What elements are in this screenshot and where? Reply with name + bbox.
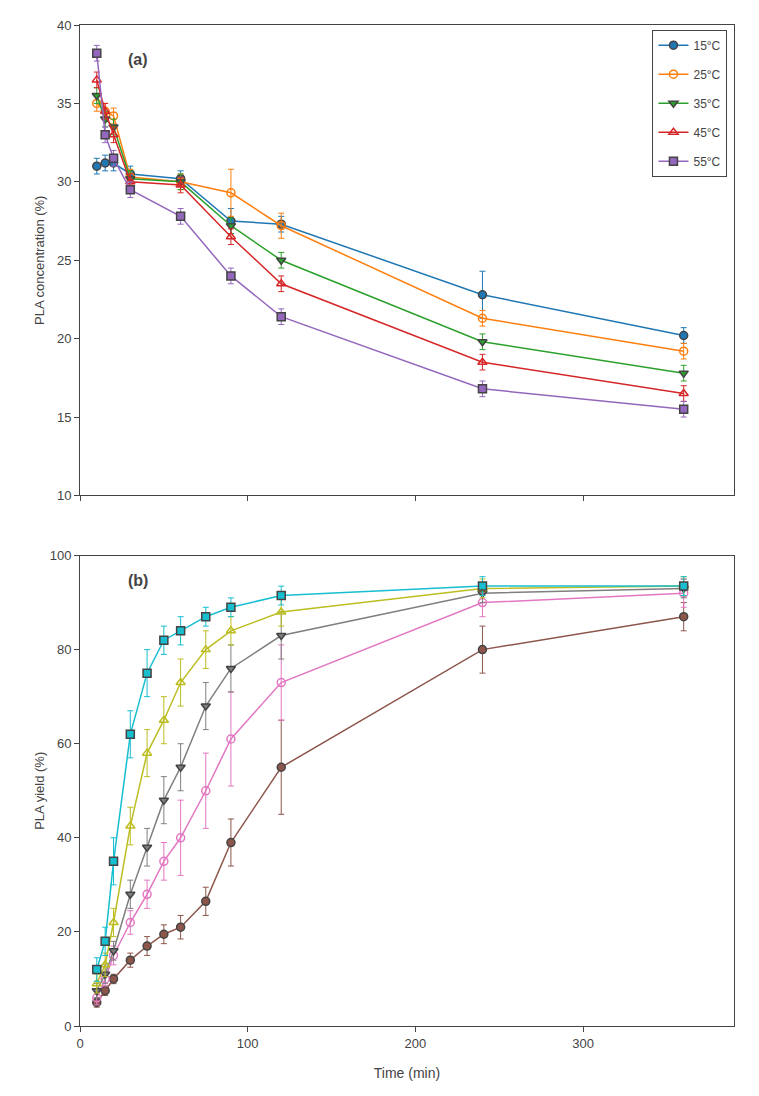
svg-text:55°C: 55°C bbox=[693, 155, 720, 169]
svg-text:100: 100 bbox=[237, 1036, 259, 1051]
svg-text:80: 80 bbox=[57, 642, 71, 657]
svg-text:30: 30 bbox=[57, 174, 71, 189]
svg-text:20: 20 bbox=[57, 924, 71, 939]
svg-text:200: 200 bbox=[405, 1036, 427, 1051]
svg-text:25°C: 25°C bbox=[693, 68, 720, 82]
svg-text:Time (min): Time (min) bbox=[374, 1065, 440, 1081]
svg-text:40: 40 bbox=[57, 830, 71, 845]
svg-text:25: 25 bbox=[57, 253, 71, 268]
svg-text:(b): (b) bbox=[128, 572, 148, 589]
svg-text:10: 10 bbox=[57, 488, 71, 503]
svg-text:35: 35 bbox=[57, 96, 71, 111]
svg-text:15°C: 15°C bbox=[693, 39, 720, 53]
svg-text:PLA concentration (%): PLA concentration (%) bbox=[32, 196, 47, 325]
svg-text:15: 15 bbox=[57, 410, 71, 425]
svg-text:0: 0 bbox=[76, 1036, 83, 1051]
svg-text:(a): (a) bbox=[128, 51, 148, 68]
svg-text:20: 20 bbox=[57, 331, 71, 346]
svg-text:0: 0 bbox=[64, 1019, 71, 1034]
svg-text:PLA yield (%): PLA yield (%) bbox=[32, 752, 47, 830]
svg-text:100: 100 bbox=[50, 548, 72, 563]
svg-text:60: 60 bbox=[57, 736, 71, 751]
svg-text:35°C: 35°C bbox=[693, 97, 720, 111]
svg-text:40: 40 bbox=[57, 18, 71, 33]
svg-text:300: 300 bbox=[572, 1036, 594, 1051]
svg-text:45°C: 45°C bbox=[693, 126, 720, 140]
